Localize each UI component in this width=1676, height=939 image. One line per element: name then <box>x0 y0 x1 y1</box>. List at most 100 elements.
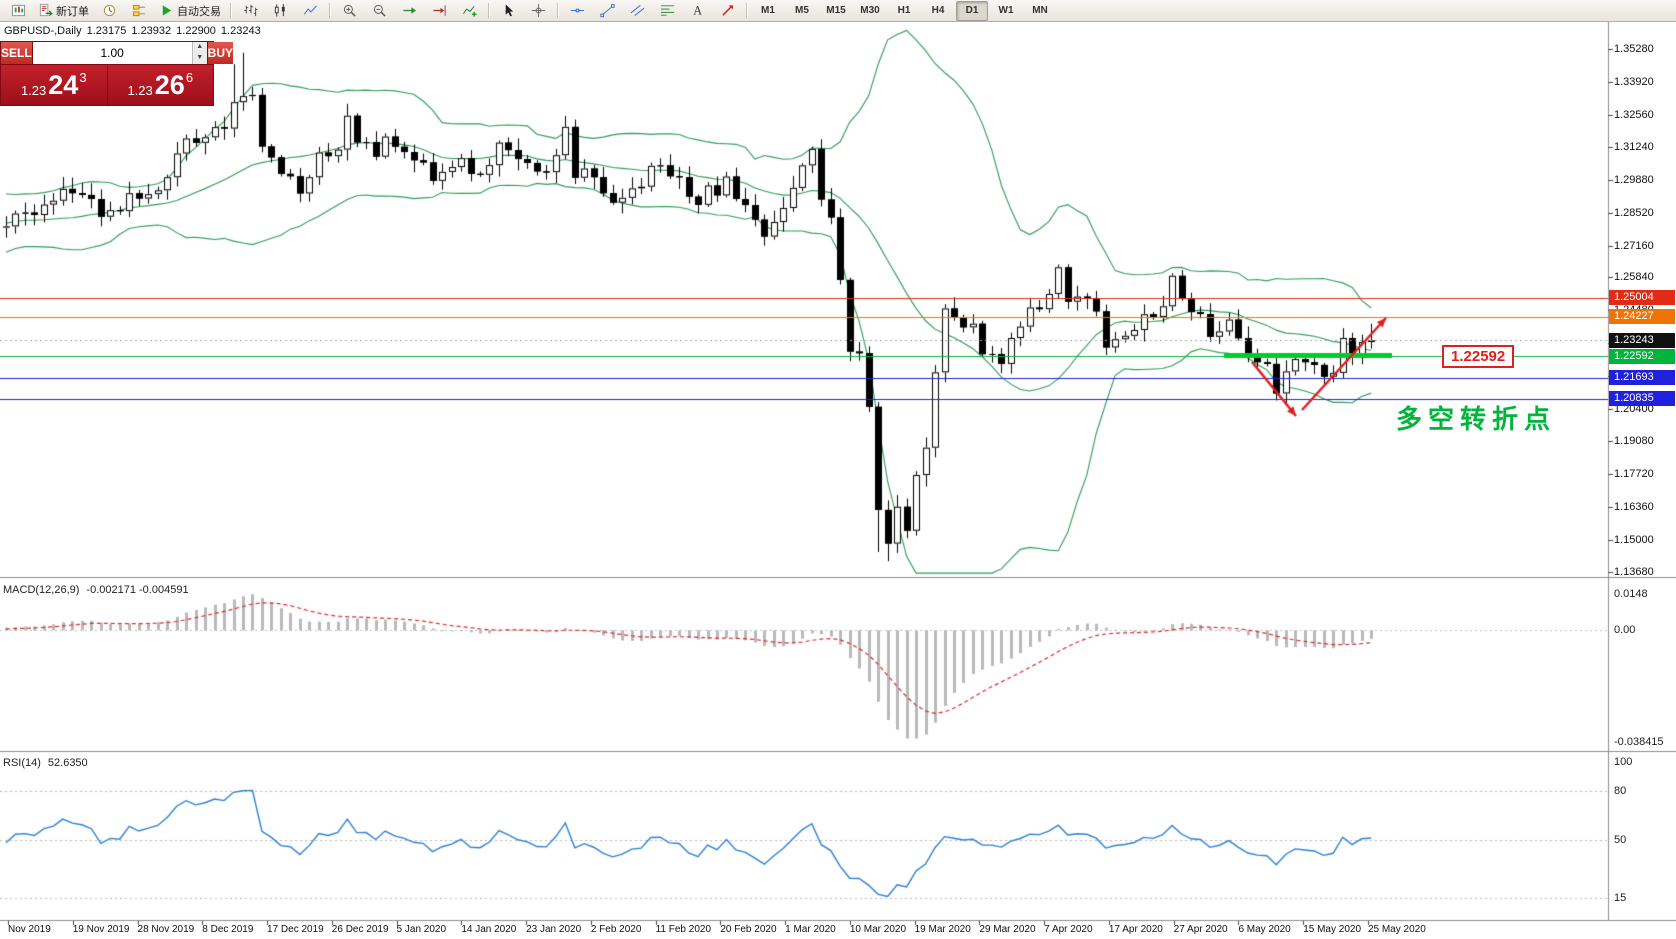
zoom-in-button[interactable] <box>335 1 363 21</box>
zoom-in-icon <box>342 3 357 18</box>
price-badge-1.20835: 1.20835 <box>1609 391 1675 407</box>
trendline-tool-button[interactable] <box>593 1 621 21</box>
price-tick-label: 1.28520 <box>1614 206 1654 219</box>
cursor-button[interactable] <box>494 1 522 21</box>
channel-tool-button[interactable] <box>623 1 651 21</box>
volume-down-button[interactable]: ▼ <box>192 53 207 64</box>
text-tool-button[interactable]: A <box>683 1 711 21</box>
price-tick-label: 1.15000 <box>1614 533 1654 546</box>
date-label: 27 Apr 2020 <box>1173 924 1228 935</box>
volume-spinner: ▲ ▼ <box>191 42 207 64</box>
timeframe-h4-button[interactable]: H4 <box>931 5 945 16</box>
horizontal-line-tool-button[interactable] <box>563 1 591 21</box>
auto-trading-icon <box>159 3 174 18</box>
new-order-label: 新订单 <box>56 5 89 18</box>
price-axis[interactable]: 1.35280 1.33920 1.32560 1.31240 1.29880 1.285… <box>1609 21 1676 921</box>
date-label: 14 Jan 2020 <box>461 924 517 935</box>
rsi-scale-label: 50 <box>1614 834 1627 847</box>
date-label: 10 Mar 2020 <box>849 924 907 935</box>
volume-input[interactable] <box>32 42 192 64</box>
fibonacci-tool-icon <box>660 3 675 18</box>
buy-button[interactable]: BUY <box>207 42 234 64</box>
zoom-out-icon <box>372 3 387 18</box>
chart-line-button[interactable] <box>296 1 324 21</box>
date-label: 19 Nov 2019 <box>72 924 130 935</box>
new-order-button[interactable]: 新订单 <box>34 1 93 21</box>
timeframe-m15-button[interactable]: M15 <box>826 5 846 16</box>
timeframe-w1-button[interactable]: W1 <box>998 5 1014 16</box>
auto-scroll-button[interactable] <box>395 1 423 21</box>
market-watch-button[interactable] <box>95 1 123 21</box>
toolbar-separator <box>329 3 330 18</box>
macd-scale-label: -0.038415 <box>1614 736 1664 748</box>
timeframe-m5-button[interactable]: M5 <box>795 5 809 16</box>
chart-info: GBPUSD-,Daily 1.23175 1.23932 1.22900 1.2324… <box>4 25 266 37</box>
date-label: 5 Jan 2020 <box>396 924 447 935</box>
price-tick-label: 1.16360 <box>1614 500 1654 513</box>
buy-price-handle: 1.23 <box>127 83 153 98</box>
chart-shift-icon <box>432 3 447 18</box>
chart-shift-button[interactable] <box>425 1 453 21</box>
market-watch-icon <box>102 3 117 18</box>
crosshair-button[interactable] <box>524 1 552 21</box>
toolbar-separator <box>746 3 747 18</box>
price-tick-label: 1.35280 <box>1614 42 1654 55</box>
date-label: 15 May 2020 <box>1303 924 1362 935</box>
text-tool-icon: A <box>690 3 705 18</box>
date-label: 28 Nov 2019 <box>137 924 195 935</box>
sell-price-pips: 24 <box>48 70 79 100</box>
price-badge-1.23243: 1.23243 <box>1609 332 1675 348</box>
timeframe-h1-button[interactable]: H1 <box>897 5 911 16</box>
macd-scale-label: 0.00 <box>1614 624 1636 637</box>
chart-bars-button[interactable] <box>236 1 264 21</box>
sell-price-handle: 1.23 <box>20 83 47 98</box>
auto-trading-label: 自动交易 <box>177 5 221 18</box>
new-chart-button[interactable] <box>4 1 32 21</box>
timeframe-mn-button[interactable]: MN <box>1032 5 1048 16</box>
price-tick-label: 1.13680 <box>1614 565 1654 578</box>
chart-bars-icon <box>243 3 258 18</box>
price-tick-label: 1.27160 <box>1614 239 1654 252</box>
navigator-icon <box>132 3 147 18</box>
support-level-price-label[interactable]: 1.22592 <box>1442 345 1515 368</box>
chart-candles-button[interactable] <box>266 1 294 21</box>
turning-point-annotation[interactable]: 多空转折点 <box>1396 404 1557 434</box>
pane-separator-main-macd[interactable] <box>0 575 1676 580</box>
date-label: 20 Feb 2020 <box>720 924 777 935</box>
timeframe-m30-button[interactable]: M30 <box>860 5 880 16</box>
toolbar: 新订单 自动交易 A M1 M5 M15 M30 H1 H4 D1 W1 MN <box>0 0 1676 22</box>
date-label: 7 Apr 2020 <box>1044 924 1093 935</box>
timeframe-d1-button[interactable]: D1 <box>956 0 988 21</box>
macd-pane-label: MACD(12,26,9) -0.002171 -0.004591 <box>3 584 189 596</box>
zoom-out-button[interactable] <box>365 1 393 21</box>
time-axis[interactable]: Nov 2019 19 Nov 2019 28 Nov 2019 8 Dec 2019… <box>0 921 1608 939</box>
price-tick-label: 1.19080 <box>1614 435 1654 448</box>
rsi-scale-label: 15 <box>1614 891 1627 904</box>
trade-panel-top-row: SELL ▲ ▼ BUY <box>1 42 234 64</box>
arrows-tool-button[interactable] <box>713 1 741 21</box>
date-label: 6 May 2020 <box>1238 924 1291 935</box>
buy-price-button[interactable]: 1.23 26 6 <box>108 65 214 105</box>
arrows-tool-icon <box>720 3 735 18</box>
price-tick-label: 1.33920 <box>1614 75 1654 88</box>
navigator-button[interactable] <box>125 1 153 21</box>
fibonacci-tool-button[interactable] <box>653 1 681 21</box>
rsi-indicator-value: 52.6350 <box>47 757 88 769</box>
pane-separator-macd-rsi[interactable] <box>0 749 1676 754</box>
channel-tool-icon <box>630 3 645 18</box>
rsi-scale-label: 100 <box>1614 756 1633 768</box>
volume-up-button[interactable]: ▲ <box>192 42 207 53</box>
price-tick-label: 1.17720 <box>1614 468 1654 481</box>
chart-candles-icon <box>273 3 288 18</box>
sell-price-button[interactable]: 1.23 24 3 <box>1 65 108 105</box>
new-order-icon <box>38 3 53 18</box>
auto-trading-button[interactable]: 自动交易 <box>155 1 225 21</box>
price-tick-label: 1.25840 <box>1614 271 1654 284</box>
indicators-button[interactable] <box>455 1 483 21</box>
timeframe-m1-button[interactable]: M1 <box>761 5 775 16</box>
ohlc-low: 1.22900 <box>176 25 216 37</box>
sell-button[interactable]: SELL <box>1 42 32 64</box>
macd-indicator-values: -0.002171 -0.004591 <box>86 584 189 596</box>
